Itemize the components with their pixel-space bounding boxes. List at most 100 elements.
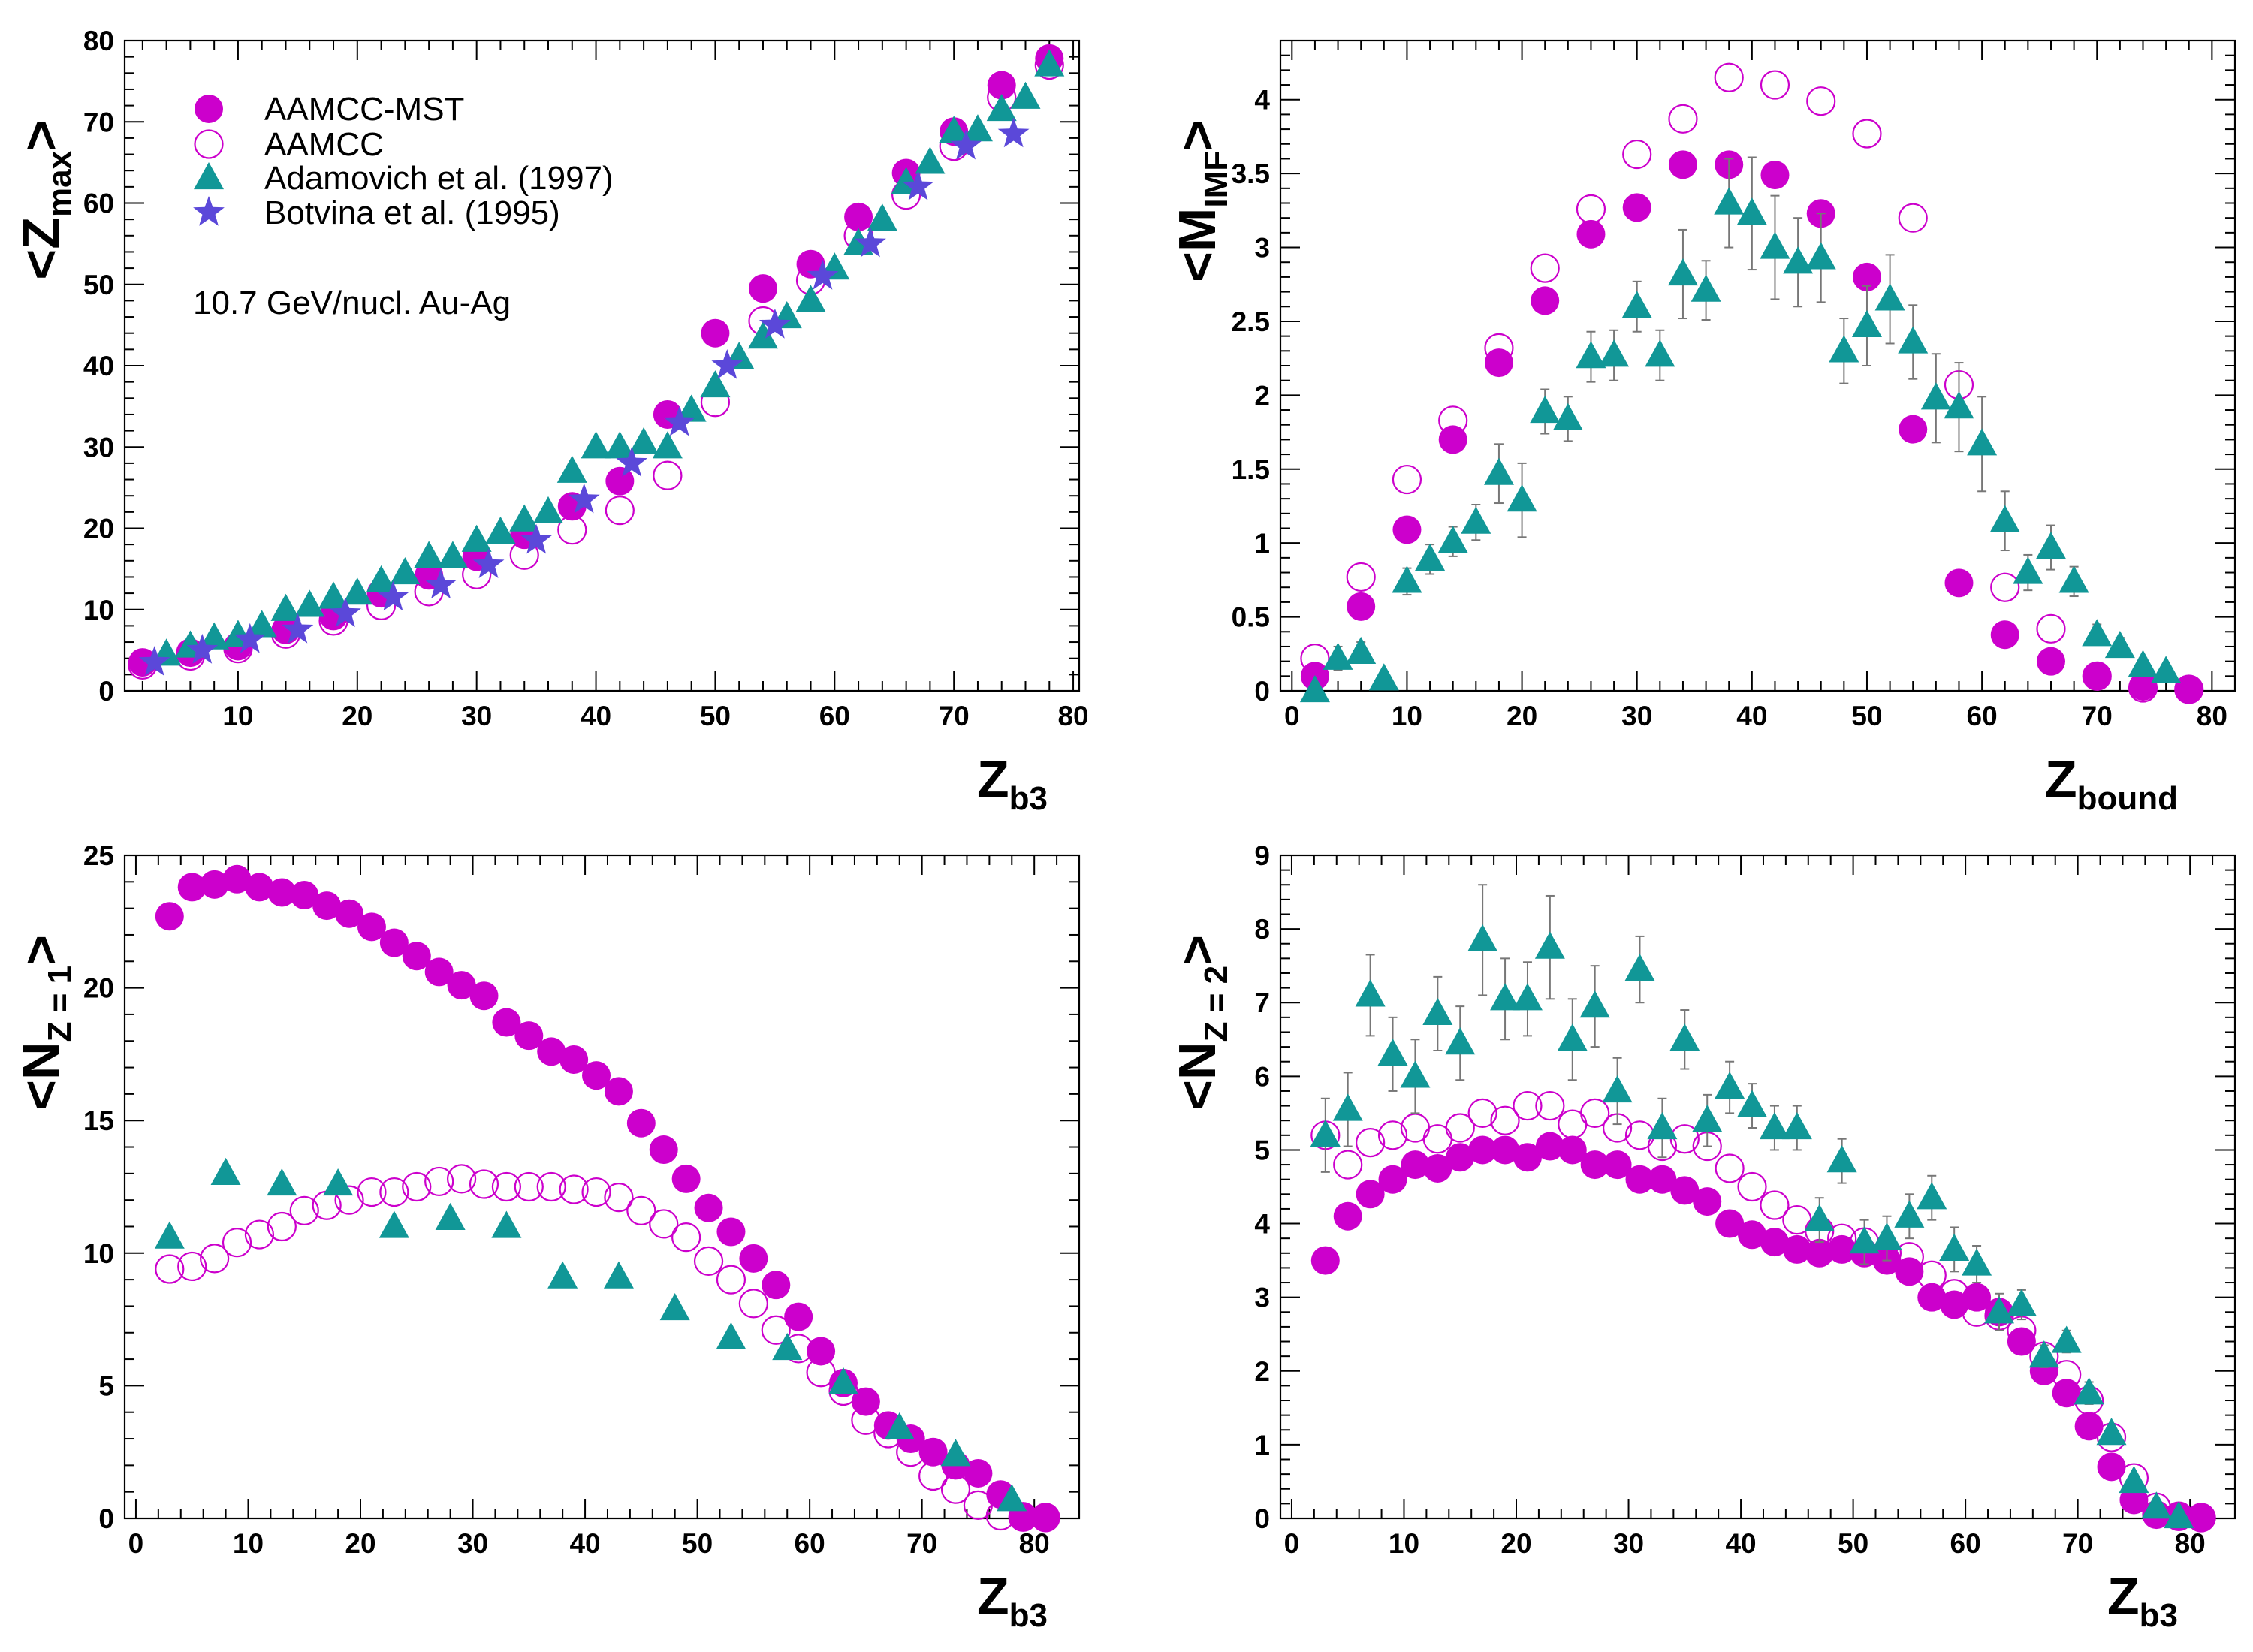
x-tick-label: 40	[1725, 1528, 1756, 1559]
y-tick-label: 20	[83, 514, 114, 544]
data-point	[379, 928, 409, 957]
data-point	[663, 405, 695, 436]
data-point	[851, 1387, 880, 1416]
data-point	[716, 1322, 746, 1349]
data-point	[1668, 150, 1697, 179]
y-tick-label: 3	[1254, 1283, 1270, 1313]
data-point	[447, 971, 476, 1000]
data-point	[2119, 1465, 2149, 1494]
data-point	[199, 622, 230, 650]
data-point	[491, 1210, 522, 1238]
data-point	[1989, 505, 2020, 532]
data-point	[1491, 1135, 1520, 1165]
data-point	[342, 577, 372, 605]
data-point	[267, 1168, 297, 1196]
data-point	[2051, 1325, 2082, 1353]
data-point	[492, 1008, 521, 1037]
data-point	[1461, 506, 1491, 534]
y-tick-label: 0	[1254, 1503, 1270, 1534]
data-point	[1668, 104, 1698, 134]
x-axis-title: Zb3	[2107, 1567, 2178, 1634]
chart-panel-nz1: 0 10 20 30 40 50 60 70 80 0 5 10 15 20 25 Zb3 <NZ = 1>	[11, 840, 1081, 1634]
y-tick-label: 4	[1254, 85, 1270, 116]
data-point	[711, 349, 743, 379]
data-point	[1826, 1145, 1857, 1173]
y-tick-label: 2	[1254, 380, 1270, 411]
x-tick-label: 70	[2082, 701, 2113, 731]
data-point	[1715, 1209, 1745, 1238]
x-tick-label: 0	[128, 1528, 144, 1559]
data-point	[1445, 1027, 1476, 1055]
data-point	[234, 623, 266, 653]
y-tick-label: 50	[83, 270, 114, 300]
data-point	[716, 1265, 746, 1295]
y-tick-label: 40	[83, 351, 114, 381]
x-tick-label: 0	[1284, 701, 1300, 731]
y-tick-label: 10	[83, 595, 114, 626]
y-tick-label: 20	[83, 973, 114, 1004]
data-point	[616, 446, 648, 477]
data-point	[2096, 1418, 2127, 1446]
data-point	[335, 899, 364, 928]
data-point	[1760, 1190, 1790, 1220]
x-tick-label: 70	[2062, 1528, 2093, 1559]
data-point	[154, 1221, 185, 1249]
data-point	[1507, 484, 1537, 512]
data-point	[312, 891, 342, 921]
x-tick-label: 20	[342, 701, 372, 731]
data-point	[1576, 194, 1606, 224]
data-point	[1535, 1132, 1564, 1161]
data-point	[377, 580, 409, 611]
y-tick-label: 1	[1254, 528, 1270, 559]
data-point	[1557, 1023, 1588, 1051]
data-point	[649, 1209, 679, 1239]
data-point	[1874, 283, 1905, 311]
data-point	[536, 1171, 566, 1202]
data-point	[671, 1222, 701, 1253]
data-point	[581, 431, 611, 459]
data-point	[437, 541, 468, 568]
data-point	[1580, 1098, 1610, 1128]
data-point	[1624, 954, 1655, 981]
data-point	[537, 1037, 566, 1066]
data-point	[2104, 630, 2135, 659]
data-point	[1990, 620, 2019, 650]
data-point	[748, 274, 777, 303]
data-point	[626, 1108, 656, 1138]
legend-label-adamovich: Adamovich et al. (1997)	[264, 160, 614, 197]
data-point	[1467, 924, 1498, 951]
data-point	[472, 548, 505, 578]
y-tick-label: 5	[1254, 1135, 1270, 1165]
x-axis-title: Zb3	[977, 1567, 1048, 1634]
data-point	[446, 1164, 477, 1194]
data-point	[807, 1337, 836, 1366]
data-point	[1323, 642, 1353, 670]
data-point	[884, 1412, 915, 1440]
data-point	[1759, 1112, 1790, 1140]
data-point	[915, 146, 946, 174]
data-point	[1438, 425, 1467, 454]
data-point	[807, 259, 839, 290]
x-tick-label: 20	[1507, 701, 1537, 731]
data-point	[2187, 1503, 2216, 1533]
data-point	[1782, 1234, 1811, 1264]
data-point	[390, 557, 421, 585]
data-point	[1967, 428, 1998, 456]
data-point	[1693, 1187, 1722, 1216]
y-axis-title: <MIMF>	[1168, 120, 1235, 282]
legend-marker-aamcc	[194, 129, 224, 159]
data-point	[918, 1437, 948, 1467]
data-point	[1346, 636, 1377, 664]
data-point	[1310, 1119, 1341, 1147]
data-point	[2035, 532, 2066, 559]
legend-label-aamcc: AAMCC	[264, 126, 384, 163]
data-point	[2028, 1340, 2059, 1368]
data-point	[867, 203, 897, 231]
data-point	[402, 1171, 432, 1202]
data-point	[282, 613, 314, 644]
data-point	[491, 1171, 522, 1202]
data-point	[1625, 1165, 1654, 1194]
x-tick-label: 80	[1057, 701, 1088, 731]
